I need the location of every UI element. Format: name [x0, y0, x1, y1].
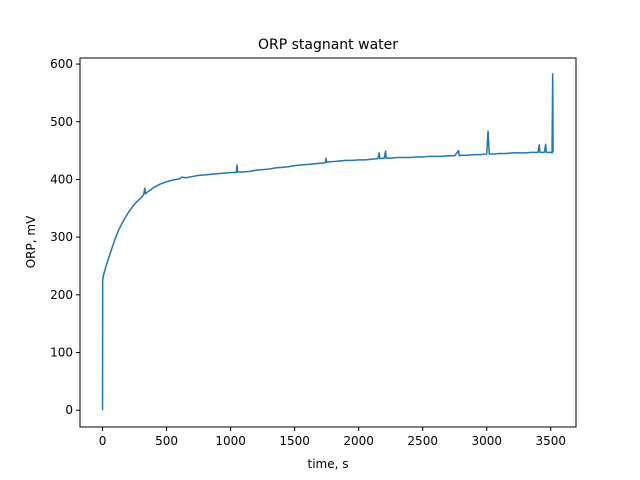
y-tick-label: 400	[50, 172, 73, 186]
y-tick-label: 100	[50, 346, 73, 360]
y-tick-label: 200	[50, 288, 73, 302]
axes-frame	[79, 57, 577, 428]
x-tick-label: 500	[155, 434, 178, 448]
y-tick-label: 500	[50, 115, 73, 129]
series-line-orp	[101, 73, 554, 411]
x-tick-label: 1500	[279, 434, 310, 448]
y-tick-label: 300	[50, 230, 73, 244]
x-tick-label: 1000	[215, 434, 246, 448]
x-tick-label: 3500	[535, 434, 566, 448]
y-tick-label: 0	[65, 403, 73, 417]
chart-title: ORP stagnant water	[258, 37, 398, 53]
x-tick-label: 3000	[471, 434, 502, 448]
x-tick-label: 2000	[343, 434, 374, 448]
x-axis-title: time, s	[308, 457, 349, 471]
plot-area	[101, 73, 554, 411]
y-tick-label: 600	[50, 57, 73, 71]
y-axis-title: ORP, mV	[24, 215, 38, 268]
x-tick-label: 2500	[407, 434, 438, 448]
y-axis-ticks: 0 100 200 300 400 500 600	[50, 57, 80, 417]
x-tick-label: 0	[99, 434, 107, 448]
x-axis-ticks: 0 500 1000 1500 2000 2500 3000 3500	[99, 427, 566, 448]
